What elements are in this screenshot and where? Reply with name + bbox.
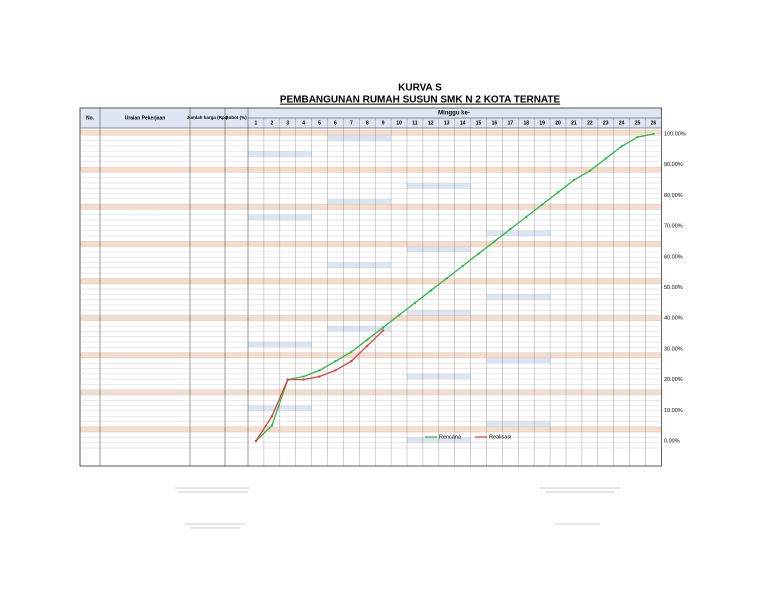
curve-point	[350, 350, 353, 354]
curve-point	[604, 157, 607, 160]
curve-line	[255, 133, 654, 442]
week-number: 7	[350, 120, 353, 126]
week-number: 11	[412, 120, 418, 126]
week-number: 18	[523, 120, 529, 126]
percent-label: 60.00%	[664, 254, 683, 260]
curve-point	[286, 378, 289, 381]
section-row	[80, 204, 662, 210]
percent-label: 50.00%	[664, 285, 683, 291]
week-number: 26	[651, 120, 657, 126]
table-grid	[79, 107, 662, 467]
curve-point	[652, 132, 655, 136]
week-number: 5	[318, 120, 321, 126]
week-number: 8	[366, 120, 369, 126]
percent-label: 80.00%	[664, 193, 683, 199]
legend-label: Realisasi	[489, 434, 511, 440]
title: KURVA S	[398, 83, 442, 94]
week-number: 2	[270, 120, 273, 126]
percent-label: 20.00%	[664, 377, 683, 383]
column-header: No.	[86, 115, 95, 121]
week-number: 13	[444, 120, 450, 126]
curve-point	[556, 191, 560, 194]
curve-point	[509, 227, 512, 231]
week-number: 12	[428, 120, 434, 126]
curve-point	[366, 338, 369, 341]
curve-point	[302, 378, 305, 381]
week-number: 22	[587, 120, 593, 126]
week-number: 4	[302, 120, 305, 126]
week-number: 6	[334, 120, 337, 126]
week-header: Minggu ke-	[438, 111, 470, 117]
week-number: 14	[460, 120, 466, 126]
week-number: 17	[508, 120, 514, 126]
curve-point	[366, 344, 369, 348]
curve-point	[270, 415, 274, 418]
week-number: 1	[255, 120, 258, 126]
section-row	[80, 278, 662, 284]
curve-point	[572, 178, 576, 182]
curve-point	[350, 359, 353, 363]
curve-point	[620, 145, 623, 148]
curve-point	[381, 326, 385, 329]
curve-point	[302, 375, 305, 378]
curve-point	[381, 329, 385, 332]
curve-point	[477, 252, 480, 255]
section-row	[80, 167, 662, 173]
curve-point	[588, 169, 592, 173]
column-header: Uraian Pekerjaan	[125, 115, 166, 121]
curve-point	[493, 240, 496, 243]
curve-point	[318, 375, 321, 378]
week-number: 19	[539, 120, 545, 126]
week-number: 23	[603, 120, 609, 126]
percent-label: 90.00%	[664, 162, 683, 168]
week-number: 16	[492, 120, 498, 126]
week-number: 24	[619, 120, 625, 126]
section-row	[80, 130, 662, 136]
percent-label: 30.00%	[664, 346, 683, 352]
section-row	[80, 315, 662, 321]
curve-point	[334, 369, 337, 372]
curve-point	[461, 264, 464, 268]
curve-point	[334, 359, 337, 363]
week-number: 3	[286, 120, 289, 126]
week-number: 10	[396, 120, 402, 126]
curve-point	[540, 203, 544, 206]
week-number: 9	[382, 120, 385, 126]
curve-point	[429, 289, 433, 292]
percent-label: 0.00%	[664, 438, 680, 444]
section-row	[80, 352, 662, 358]
section-row	[80, 426, 662, 433]
percent-label: 10.00%	[664, 408, 683, 414]
column-header: Jumlah harga (Rp.)	[187, 115, 228, 120]
curve-point	[254, 439, 258, 443]
curve-point	[270, 424, 274, 427]
column-header: Bobot (%)	[225, 115, 247, 120]
week-number: 20	[555, 120, 561, 126]
percent-label: 100.00%	[664, 131, 686, 137]
section-row	[80, 241, 662, 247]
legend-label: Rencana	[439, 434, 462, 440]
signatures	[175, 487, 620, 529]
curve-point	[397, 313, 401, 317]
curve-point	[445, 277, 448, 280]
percent-label: 40.00%	[664, 316, 683, 322]
week-number: 15	[476, 120, 482, 126]
curve-point	[525, 215, 528, 219]
curve-point	[318, 369, 321, 372]
curve-point	[413, 301, 417, 305]
percent-label: 70.00%	[664, 224, 683, 230]
week-number: 25	[635, 120, 641, 126]
curve-point	[636, 135, 639, 139]
week-number: 21	[571, 120, 577, 126]
subtitle: PEMBANGUNAN RUMAH SUSUN SMK N 2 KOTA TER…	[280, 95, 561, 106]
section-row	[80, 389, 662, 395]
